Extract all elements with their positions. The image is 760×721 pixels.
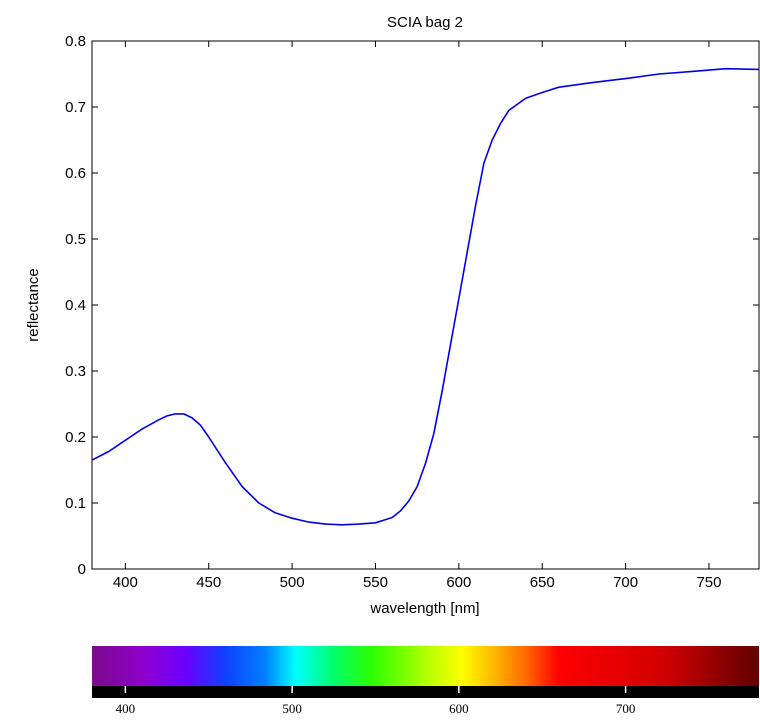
spectrum-tick-label: 500 — [282, 701, 302, 716]
x-tick-label: 550 — [363, 574, 388, 591]
x-axis-label: wavelength [nm] — [369, 600, 479, 617]
series-line-0 — [91, 67, 760, 526]
y-tick-label: 0.3 — [65, 363, 86, 380]
y-ticks: 0 0.1 0.2 0.3 0.4 0.5 0.6 0.7 0.8 — [65, 33, 759, 578]
spectrum-tick-label: 700 — [616, 701, 636, 716]
plot-area — [91, 40, 760, 570]
spectrum-black-strip — [92, 686, 759, 698]
plot-line-layer — [91, 67, 760, 526]
y-tick-label: 0.5 — [65, 231, 86, 248]
x-tick-label: 750 — [696, 574, 721, 591]
y-tick-label: 0.7 — [65, 99, 86, 116]
x-ticks: 400 450 500 550 600 650 700 750 — [113, 41, 721, 591]
spectrum-tick-label: 600 — [449, 701, 469, 716]
y-axis-label: reflectance — [25, 268, 42, 341]
x-tick-label: 450 — [196, 574, 221, 591]
x-tick-label: 400 — [113, 574, 138, 591]
x-tick-label: 500 — [280, 574, 305, 591]
y-tick-label: 0.6 — [65, 165, 86, 182]
y-tick-label: 0.8 — [65, 33, 86, 50]
y-tick-label: 0.2 — [65, 429, 86, 446]
chart-title: SCIA bag 2 — [387, 14, 463, 31]
x-tick-label: 650 — [530, 574, 555, 591]
x-tick-label: 700 — [613, 574, 638, 591]
y-tick-label: 0.4 — [65, 297, 86, 314]
spectrum-tick-label: 400 — [116, 701, 136, 716]
spectrum-bar — [92, 646, 759, 686]
x-tick-label: 600 — [446, 574, 471, 591]
y-tick-label: 0.1 — [65, 495, 86, 512]
y-tick-label: 0 — [78, 561, 86, 578]
spectrum-ticks: 400 500 600 700 — [116, 686, 636, 716]
